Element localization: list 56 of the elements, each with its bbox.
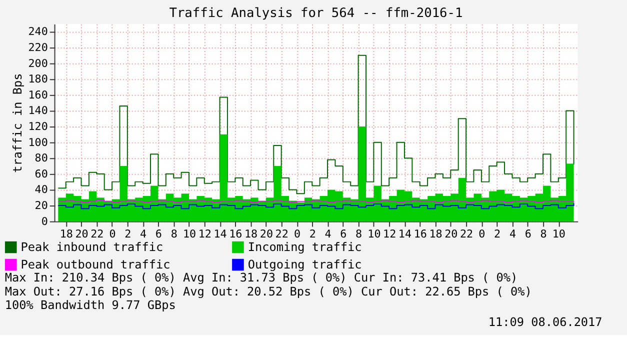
x-tick-label: 10 [368,228,381,241]
x-tick-label: 20 [444,228,458,241]
x-tick-label: 8 [540,228,547,241]
x-tick-label: 16 [414,228,427,241]
y-tick-label: 140 [28,104,48,118]
y-tick-label: 60 [34,167,48,180]
x-tick-label: 4 [140,228,148,241]
legend-label: Outgoing traffic [248,258,362,272]
x-tick-label: 6 [155,228,162,241]
x-tick-label: 0 [109,228,116,241]
y-tick-label: 80 [34,152,48,165]
x-tick-label: 12 [198,228,212,241]
y-tick-label: 40 [34,183,48,196]
x-tick-label: 4 [509,228,516,241]
x-tick-label: 14 [398,228,412,241]
x-tick-label: 20 [75,228,88,241]
text: 100% Bandwidth 9.77 GBps [4,298,176,312]
y-tick-label: 20 [34,198,48,212]
y-tick-label: 180 [28,72,48,86]
x-tick-label: 6 [524,228,532,241]
x-tick-label: 12 [383,228,396,241]
x-tick-label: 0 [294,228,300,241]
y-tick-label: 200 [28,56,48,70]
legend-label: Peak inbound traffic [20,240,164,254]
x-tick-label: 18 [244,228,258,241]
text: Max In: 210.34 Bps ( 0%) Avg In: 31.73 Bps ( 0%) Cur In: 73.41 Bps ( 0%) [4,270,518,285]
x-tick-label: 2 [494,228,501,241]
x-tick-label: 8 [356,228,362,241]
x-tick-label: 16 [229,228,242,241]
x-tick-label: 14 [214,228,228,241]
x-tick-label: 6 [340,228,347,241]
y-tick-label: 0 [41,214,48,228]
y-axis-title: traffic in Bps [10,73,24,173]
x-tick-label: 2 [309,228,316,241]
text: Max Out: 27.16 Bps ( 0%) Avg Out: 20.52 Bps ( 0%) Cur Out: 22.65 Bps ( 0%) [4,284,532,298]
x-tick-label: 10 [552,228,566,241]
x-tick-label: 0 [478,228,486,241]
x-tick-label: 22 [275,228,288,241]
text: 11:09 08.06.2017 [488,314,602,329]
x-tick-label: 4 [324,228,332,241]
legend-label: Peak outbound traffic [20,258,170,272]
x-tick-label: 22 [90,228,104,241]
y-tick-label: 220 [28,40,48,54]
x-tick-label: 22 [460,228,474,241]
y-tick-label: 240 [28,25,48,38]
x-tick-label: 8 [170,228,178,241]
chart-title: Traffic Analysis for 564 -- ffm-2016-1 [169,6,463,21]
x-tick-label: 18 [429,228,442,241]
x-tick-label: 18 [60,228,73,241]
y-tick-label: 100 [28,136,48,149]
y-tick-label: 160 [28,88,48,102]
legend-label: Incoming traffic [248,240,362,254]
x-tick-label: 2 [124,228,132,241]
x-tick-label: 10 [182,228,196,241]
x-tick-label: 20 [260,228,273,241]
y-tick-label: 120 [28,120,48,133]
